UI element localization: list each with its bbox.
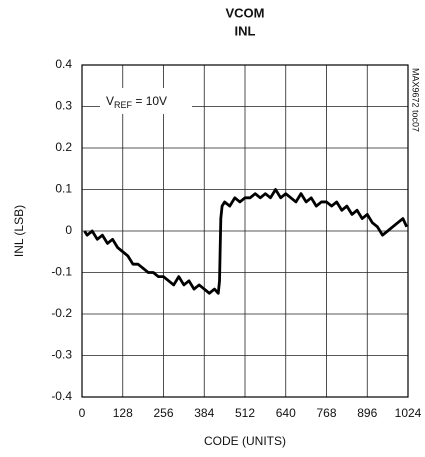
x-tick-label: 384 <box>194 406 214 420</box>
y-tick-label: -0.1 <box>51 265 72 279</box>
y-tick-label: 0.4 <box>55 57 72 71</box>
x-tick-label: 256 <box>153 406 173 420</box>
chart-title: INL <box>235 23 256 38</box>
annotation-background <box>100 88 192 114</box>
plot-frame <box>81 64 409 398</box>
data-line <box>83 188 409 295</box>
y-tick-label: 0.2 <box>55 140 72 154</box>
x-tick-label: 640 <box>276 406 296 420</box>
y-tick-label: -0.3 <box>51 348 72 362</box>
x-tick-label: 0 <box>79 406 86 420</box>
x-tick-label: 128 <box>113 406 133 420</box>
x-axis-label: CODE (UNITS) <box>204 434 286 448</box>
annotation-subscript: REF <box>114 100 133 110</box>
x-tick-label: 896 <box>357 406 377 420</box>
x-tick-label: 1024 <box>395 406 422 420</box>
annotation-text: = 10V <box>132 94 167 108</box>
annotation: VREF = 10V <box>106 94 167 110</box>
annotation-text: V <box>106 94 114 108</box>
side-note: MAX9672 toc07 <box>411 68 421 132</box>
x-tick-label: 512 <box>235 406 255 420</box>
y-tick-label: 0.3 <box>55 99 72 113</box>
y-tick-label: -0.2 <box>51 306 72 320</box>
x-tick-label: 768 <box>316 406 336 420</box>
y-tick-label: 0.1 <box>55 182 72 196</box>
y-tick-label: -0.4 <box>51 389 72 403</box>
y-axis-label: INL (LSB) <box>12 205 26 257</box>
chart-title: VCOM <box>226 5 265 20</box>
y-tick-label: 0 <box>65 223 72 237</box>
